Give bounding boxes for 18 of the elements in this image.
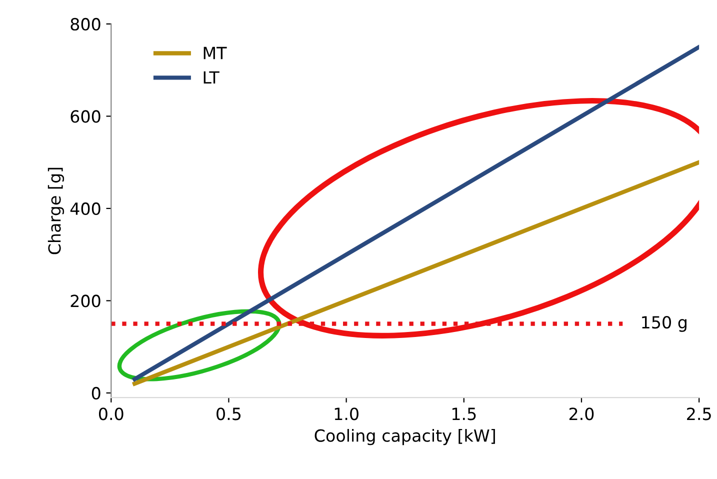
x-tick-label: 2.0 (569, 408, 594, 420)
x-tick-label: 1.0 (334, 408, 358, 420)
y-axis-title: Charge [g] (48, 168, 64, 254)
x-tick-label: 0.5 (216, 408, 241, 420)
y-tick-label: 600 (70, 110, 100, 123)
x-tick-label: 0.0 (98, 408, 124, 420)
line-series (132, 44, 700, 382)
y-tick-label: 400 (70, 202, 100, 216)
y-tick-label: 200 (70, 294, 100, 308)
ref-line-label: 150 g (642, 316, 686, 332)
y-tick-label: 800 (70, 18, 100, 31)
y-tick-label: 0 (92, 386, 100, 400)
legend-label: LT (204, 71, 220, 84)
legend-label: MT (204, 46, 227, 60)
line-series (132, 160, 700, 386)
x-axis-title: Cooling capacity [kW] (314, 428, 495, 446)
x-tick-label: 2.5 (687, 408, 711, 420)
x-tick-label: 1.5 (452, 408, 476, 420)
